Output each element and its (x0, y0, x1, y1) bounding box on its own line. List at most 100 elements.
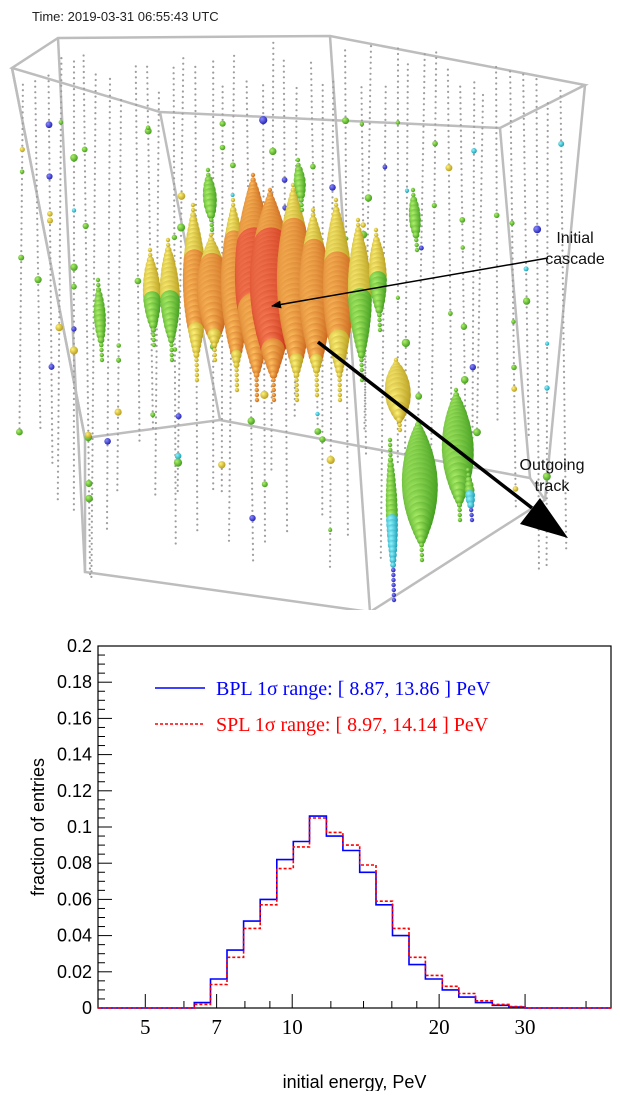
dom-dot (396, 345, 399, 348)
dom-dot (369, 50, 372, 53)
dom-dot (545, 452, 549, 455)
dom-dot (90, 542, 93, 545)
dom-dot (321, 83, 324, 87)
dom-dot (431, 349, 434, 352)
dom-dot (472, 247, 475, 251)
dom-dot (34, 107, 37, 110)
hit-sphere (150, 327, 157, 333)
dom-dot (460, 190, 463, 193)
hit-sphere (81, 146, 88, 153)
dom-dot (221, 357, 224, 360)
dom-dot (246, 141, 249, 144)
dom-dot (172, 144, 176, 147)
dom-dot (463, 371, 466, 374)
dom-dot (154, 471, 157, 474)
dom-dot (94, 112, 97, 115)
dom-dot (137, 384, 141, 387)
dom-dot (148, 232, 151, 235)
hit-sphere (314, 382, 319, 388)
dom-dot (221, 246, 224, 249)
hit-sphere (294, 377, 299, 383)
dom-dot (18, 377, 22, 380)
dom-dot (332, 91, 335, 94)
hit-sphere (212, 357, 218, 363)
dom-dot (262, 156, 265, 159)
dom-dot (146, 104, 149, 107)
legend-label: SPL 1σ range: [ 8.97, 14.14 ] PeV (216, 714, 489, 736)
dom-dot (321, 430, 324, 433)
dom-dot (262, 201, 265, 204)
dom-dot (420, 219, 423, 222)
dom-dot (331, 157, 334, 160)
dom-dot (177, 434, 180, 437)
dom-dot (245, 85, 248, 89)
dom-dot (522, 84, 525, 87)
dom-dot (212, 371, 215, 374)
dom-dot (72, 298, 75, 301)
dom-dot (311, 145, 314, 148)
dom-dot (108, 133, 111, 136)
dom-dot (435, 62, 438, 65)
dom-dot (321, 183, 324, 186)
dom-dot (251, 531, 254, 535)
dom-dot (19, 294, 22, 297)
cascade-label-line1: Initial (556, 230, 593, 247)
dom-dot (406, 146, 409, 149)
dom-dot (51, 461, 54, 464)
dom-dot (511, 290, 515, 293)
dom-dot (36, 217, 39, 220)
dom-dot (49, 290, 52, 293)
dom-dot (72, 303, 75, 307)
dom-dot (137, 340, 140, 343)
dom-dot (272, 69, 275, 72)
dom-dot (72, 104, 76, 107)
dom-dot (194, 82, 197, 85)
dom-dot (108, 127, 111, 130)
dom-dot (330, 383, 333, 386)
dom-dot (228, 462, 231, 465)
dom-dot (48, 190, 51, 193)
dom-dot (157, 135, 160, 138)
dom-dot (72, 259, 76, 262)
dom-dot (344, 76, 347, 79)
dom-dot (476, 394, 479, 397)
dom-dot (295, 142, 298, 145)
dom-dot (157, 146, 160, 149)
dom-dot (495, 280, 499, 283)
dom-dot (119, 137, 122, 141)
dom-dot (116, 489, 119, 492)
dom-dot (245, 108, 249, 111)
dom-dot (382, 340, 385, 343)
dom-dot (434, 90, 437, 93)
dom-dot (546, 330, 549, 333)
dom-dot (564, 459, 567, 462)
dom-dot (221, 340, 224, 343)
hit-sphere (416, 535, 426, 545)
dom-dot (367, 205, 370, 208)
dom-dot (545, 497, 548, 500)
dom-dot (366, 222, 369, 225)
dom-dot (384, 107, 387, 110)
dom-dot (495, 220, 498, 223)
dom-dot (418, 336, 421, 339)
dom-dot (472, 242, 475, 245)
dom-dot (93, 261, 96, 264)
dom-dot (447, 90, 450, 93)
dom-dot (396, 356, 399, 359)
dom-dot (72, 414, 75, 417)
dom-dot (381, 396, 384, 399)
dom-dot (396, 152, 399, 155)
dom-dot (194, 187, 197, 190)
dom-dot (21, 139, 24, 142)
dom-dot (344, 104, 347, 107)
dom-dot (422, 130, 425, 133)
dom-dot (536, 250, 539, 253)
hit-sphere (254, 382, 259, 388)
dom-dot (344, 170, 347, 173)
dom-dot (88, 506, 91, 509)
dom-dot (513, 450, 517, 453)
dom-dot (178, 312, 182, 315)
dom-dot (221, 201, 224, 204)
dom-dot (536, 233, 539, 236)
dom-dot (91, 493, 94, 496)
